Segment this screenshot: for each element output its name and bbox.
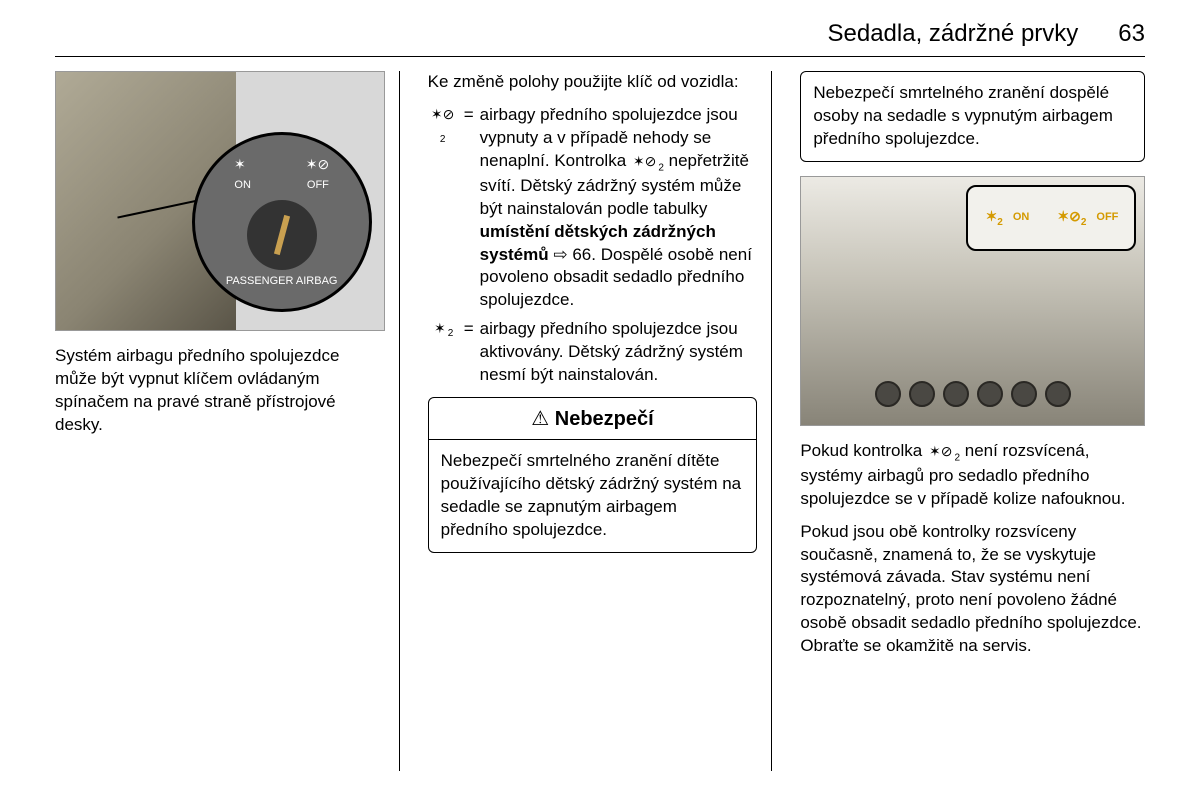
col1-paragraph-1: Systém airbagu předního spolujezdce může… [55, 345, 385, 437]
content-columns: ✶ ✶⊘ ON OFF PASSENGER AIRBAG Systém airb… [55, 71, 1145, 771]
def1-equals: = [462, 104, 476, 312]
def1-body: airbagy předního spolujezdce jsou vypnut… [480, 104, 758, 312]
col3-paragraph-1: Pokud kontrolka ✶⊘2 není rozsvícená, sys… [800, 440, 1145, 511]
switch-label-on: ON [234, 178, 251, 193]
column-2: Ke změně polohy použijte klíč od vozidla… [428, 71, 773, 771]
airbag-off-inline-icon: ✶⊘ [631, 152, 658, 171]
switch-knob [247, 200, 317, 270]
def2-equals: = [462, 318, 476, 387]
dashboard-illustration: ✶2 ON ✶⊘2 OFF [800, 176, 1145, 426]
page-reference-number: 66 [572, 245, 591, 264]
col2-intro: Ke změně polohy použijte klíč od vozidla… [428, 71, 758, 94]
switch-icon-on: ✶ [232, 155, 248, 174]
dash-knob [1045, 381, 1071, 407]
airbag-switch-illustration: ✶ ✶⊘ ON OFF PASSENGER AIRBAG [55, 71, 385, 331]
def2-symbol: ✶2 [428, 318, 458, 387]
switch-caption: PASSENGER AIRBAG [226, 274, 338, 289]
airbag-switch-callout: ✶ ✶⊘ ON OFF PASSENGER AIRBAG [192, 132, 372, 312]
header-title: Sedadla, zádržné prvky [827, 20, 1078, 48]
header-page-number: 63 [1118, 20, 1145, 48]
danger-body: Nebezpečí smrtelného zranění dítěte použ… [429, 440, 757, 552]
dashboard-controls [875, 381, 1071, 407]
dash-knob [875, 381, 901, 407]
switch-label-off: OFF [307, 178, 329, 193]
page-reference-arrow: 66 [553, 245, 591, 264]
dash-knob [977, 381, 1003, 407]
airbag-off-inline-icon: ✶⊘ [927, 442, 954, 461]
column-3: Nebezpečí smrtelného zranění dospělé oso… [800, 71, 1145, 771]
def2-body: airbagy předního spolujezdce jsou aktivo… [480, 318, 758, 387]
danger-heading: Nebezpečí [429, 398, 757, 440]
dash-knob [943, 381, 969, 407]
badge-on-label: ON [1013, 210, 1030, 225]
column-1: ✶ ✶⊘ ON OFF PASSENGER AIRBAG Systém airb… [55, 71, 400, 771]
dash-knob [909, 381, 935, 407]
switch-icon-off: ✶⊘ [304, 155, 331, 174]
airbag-on-icon: ✶ [432, 319, 448, 338]
badge-off-label: OFF [1096, 210, 1118, 225]
definition-list: ✶⊘2 = airbagy předního spolujezdce jsou … [428, 104, 758, 387]
danger-continuation: Nebezpečí smrtelného zranění dospělé oso… [800, 71, 1145, 162]
airbag-on-indicator-icon: ✶2 [984, 207, 1005, 229]
dash-knob [1011, 381, 1037, 407]
col3-paragraph-2: Pokud jsou obě kontrolky rozsvíceny souč… [800, 521, 1145, 659]
page-header: Sedadla, zádržné prvky 63 [55, 20, 1145, 57]
airbag-indicator-badge: ✶2 ON ✶⊘2 OFF [966, 185, 1136, 251]
danger-box: Nebezpečí Nebezpečí smrtelného zranění d… [428, 397, 758, 553]
airbag-off-icon: ✶⊘ [429, 105, 456, 124]
def1-symbol: ✶⊘2 [428, 104, 458, 312]
airbag-off-indicator-icon: ✶⊘2 [1055, 207, 1088, 229]
col3-p1-text-a: Pokud kontrolka [800, 441, 927, 460]
